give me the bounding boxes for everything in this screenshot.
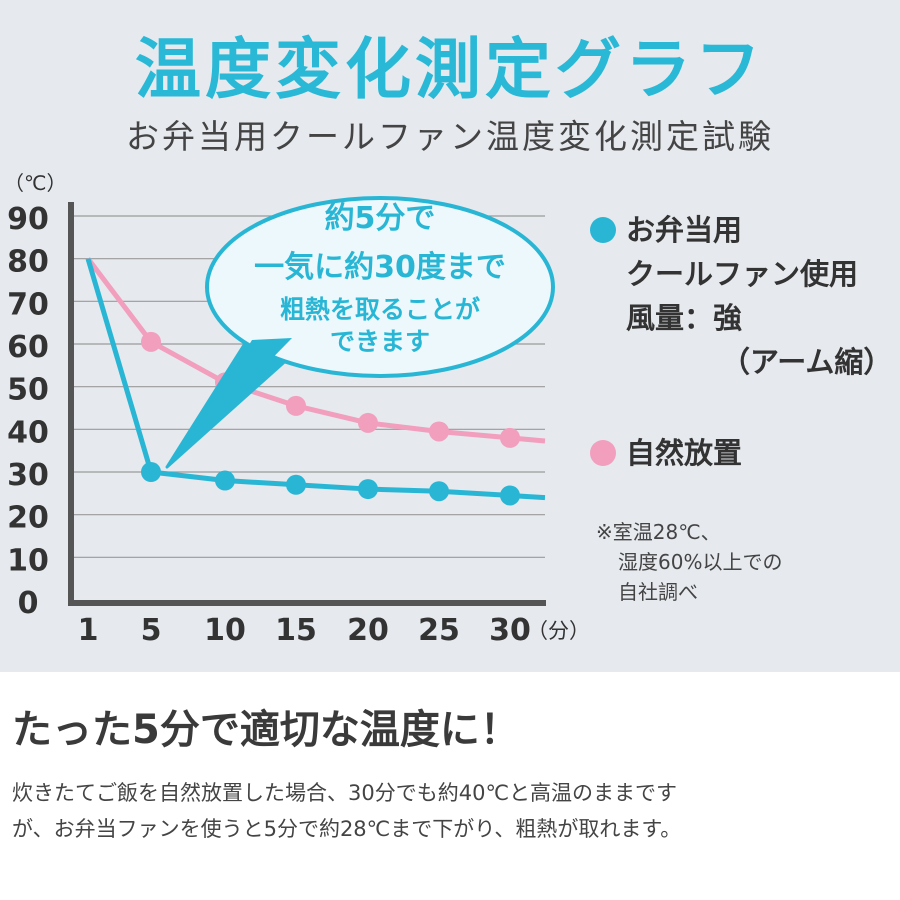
y-unit-label: （℃） xyxy=(4,171,66,195)
x-tick-30: 30 xyxy=(489,613,531,648)
legend-label-natural: 自然放置 xyxy=(626,436,743,470)
callout-line-1: 約5分で xyxy=(325,201,436,236)
data-point-fan-15 xyxy=(286,474,306,495)
y-tick-10: 10 xyxy=(7,543,49,578)
y-tick-0: 0 xyxy=(18,586,39,621)
series-line-natural xyxy=(86,257,546,444)
data-point-natural-5 xyxy=(141,331,161,352)
legend-label-fan: お弁当用 クールファン使用 風量：強 （アーム縮） xyxy=(626,213,893,379)
x-unit-label: （分） xyxy=(527,619,590,643)
y-tick-20: 20 xyxy=(7,501,49,536)
x-tick-20: 20 xyxy=(347,613,389,648)
x-tick-5: 5 xyxy=(141,613,162,648)
description-line-1: 炊きたてご飯を自然放置した場合、30分でも約40℃と高温のままです xyxy=(12,781,678,805)
description-line-2: が、お弁当ファンを使うと5分で約28℃まで下がり、粗熱が取れます。 xyxy=(12,817,682,841)
y-tick-70: 70 xyxy=(7,287,49,322)
y-tick-labels: 90 80 70 60 50 40 30 20 10 0 xyxy=(7,202,49,621)
data-point-fan-30 xyxy=(500,485,520,506)
survey-note: ※室温28℃、 湿度60%以上での 自社調べ xyxy=(596,520,783,604)
y-tick-40: 40 xyxy=(7,415,49,450)
legend-swatch-fan xyxy=(590,217,616,243)
y-tick-50: 50 xyxy=(7,373,49,408)
callout-ellipse xyxy=(205,196,555,378)
callout-line-4: できます xyxy=(330,327,430,356)
x-tick-1: 1 xyxy=(78,613,99,648)
x-tick-25: 25 xyxy=(418,613,460,648)
data-point-fan-25 xyxy=(429,481,449,502)
x-tick-labels: 1 5 10 15 20 25 30 xyxy=(78,613,531,648)
series-fan xyxy=(85,257,546,506)
data-point-fan-5 xyxy=(141,462,161,482)
data-point-natural-20 xyxy=(358,412,378,433)
data-point-fan-20 xyxy=(358,479,378,500)
callout-line-3: 粗熱を取ることが xyxy=(280,295,480,324)
y-tick-30: 30 xyxy=(7,458,49,493)
data-point-natural-15 xyxy=(286,395,306,416)
callout-line-2: 一気に約30度まで xyxy=(254,250,506,285)
data-point-fan-10 xyxy=(215,470,235,491)
data-point-natural-25 xyxy=(429,421,449,442)
y-tick-60: 60 xyxy=(7,330,49,365)
series-line-fan xyxy=(85,257,546,501)
legend-swatch-natural xyxy=(590,440,616,466)
data-point-natural-30 xyxy=(500,427,520,448)
page-subtitle: お弁当用クールファン温度変化測定試験 xyxy=(126,117,774,156)
x-tick-15: 15 xyxy=(275,613,317,648)
description: 炊きたてご飯を自然放置した場合、30分でも約40℃と高温のままです が、お弁当フ… xyxy=(12,775,892,847)
callout-bubble: 約5分で 一気に約30度まで 粗熱を取ることが できます xyxy=(165,196,555,469)
page-title: 温度変化測定グラフ xyxy=(135,31,765,108)
x-tick-10: 10 xyxy=(204,613,246,648)
headline: たった5分で適切な温度に！ xyxy=(12,707,520,753)
y-tick-90: 90 xyxy=(7,202,49,237)
y-tick-80: 80 xyxy=(7,245,49,280)
